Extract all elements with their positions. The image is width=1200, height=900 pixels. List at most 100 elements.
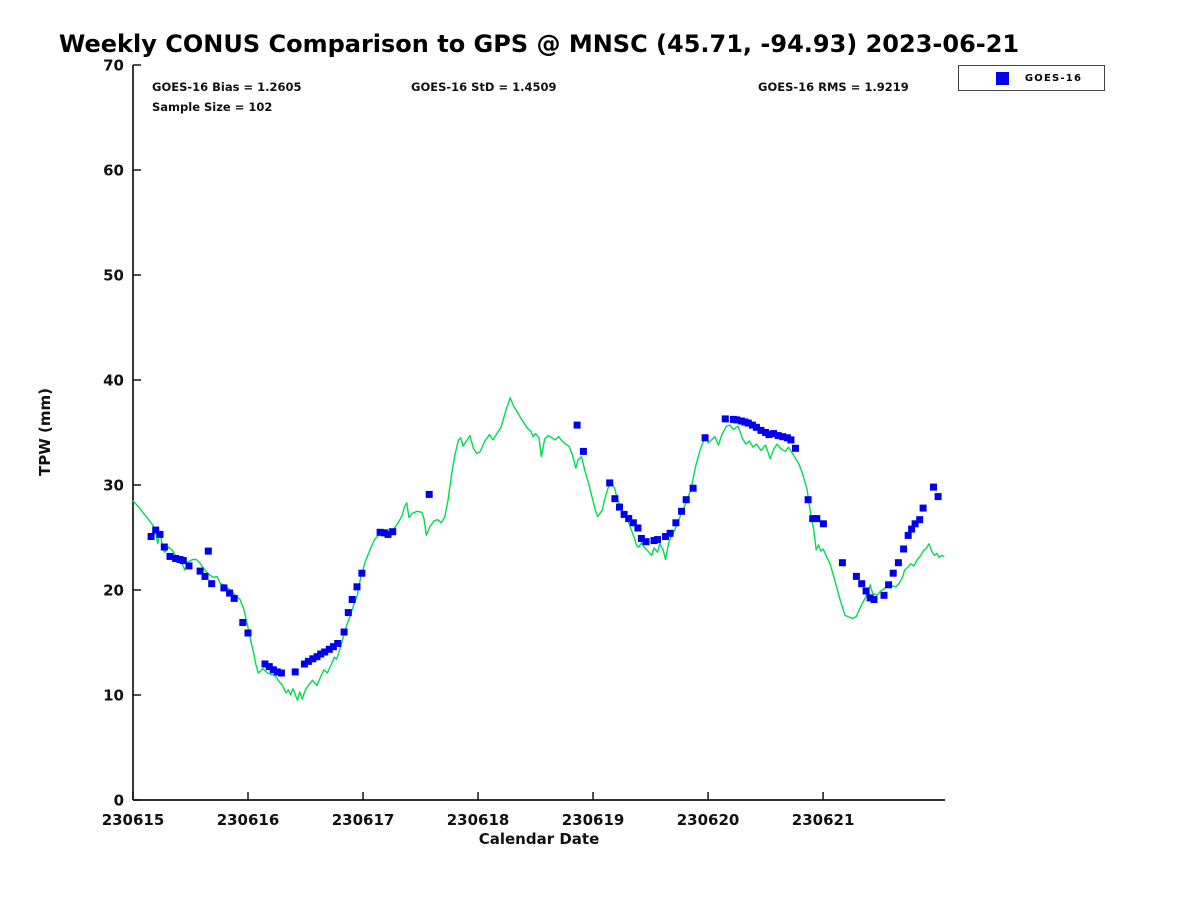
goes16-marker bbox=[196, 567, 204, 575]
x-tick-label: 230615 bbox=[102, 811, 165, 829]
legend-box: GOES-16 bbox=[958, 65, 1105, 91]
goes16-marker bbox=[321, 648, 329, 656]
goes16-marker bbox=[334, 640, 342, 647]
goes16-marker bbox=[629, 519, 637, 527]
goes16-marker bbox=[672, 519, 680, 527]
goes16-marker bbox=[757, 426, 765, 434]
goes16-marker bbox=[325, 645, 333, 653]
goes16-marker bbox=[748, 421, 756, 429]
gps-line-series bbox=[132, 397, 945, 701]
goes16-marker bbox=[226, 589, 234, 597]
goes16-marker bbox=[425, 490, 433, 498]
goes16-marker bbox=[916, 516, 924, 524]
goes16-marker bbox=[230, 594, 238, 602]
goes16-marker bbox=[313, 653, 321, 661]
goes16-marker bbox=[309, 655, 317, 663]
stat-sample-size: Sample Size = 102 bbox=[152, 100, 273, 114]
x-tick-label: 230619 bbox=[562, 811, 625, 829]
goes16-marker bbox=[147, 533, 155, 540]
goes16-marker bbox=[752, 423, 760, 431]
goes16-marker bbox=[358, 569, 366, 577]
stat-bias: GOES-16 Bias = 1.2605 bbox=[152, 80, 302, 94]
x-tick-label: 230620 bbox=[677, 811, 740, 829]
goes16-marker bbox=[269, 666, 277, 674]
goes16-marker bbox=[634, 524, 642, 532]
chart-title: Weekly CONUS Comparison to GPS @ MNSC (4… bbox=[58, 30, 1020, 58]
goes16-marker bbox=[813, 515, 821, 523]
goes16-marker bbox=[819, 520, 827, 528]
x-tick-label: 230616 bbox=[217, 811, 280, 829]
goes16-marker bbox=[573, 421, 581, 429]
goes16-marker bbox=[329, 643, 337, 651]
x-tick-label: 230621 bbox=[792, 811, 855, 829]
y-tick-label: 50 bbox=[103, 267, 124, 285]
goes16-marker bbox=[616, 503, 623, 511]
goes16-marker bbox=[348, 596, 356, 603]
goes16-marker bbox=[156, 530, 164, 538]
goes16-marker bbox=[291, 668, 299, 676]
goes16-marker bbox=[880, 591, 888, 599]
goes16-marker bbox=[787, 436, 795, 444]
goes16-marker bbox=[208, 580, 216, 588]
goes16-marker bbox=[160, 543, 168, 551]
goes16-marker bbox=[894, 559, 902, 567]
legend-goes16-label: GOES-16 bbox=[1024, 72, 1083, 84]
goes16-marker bbox=[862, 587, 870, 595]
goes16-marker bbox=[239, 619, 247, 626]
goes16-marker bbox=[885, 581, 893, 589]
goes16-marker bbox=[838, 559, 846, 567]
goes16-marker bbox=[611, 495, 619, 503]
goes16-marker bbox=[244, 629, 252, 637]
goes16-marker bbox=[666, 529, 674, 537]
goes16-marker bbox=[733, 416, 741, 424]
y-tick-label: 60 bbox=[103, 162, 124, 180]
goes16-marker bbox=[637, 535, 645, 542]
goes16-marker bbox=[701, 434, 709, 442]
goes16-marker bbox=[744, 419, 752, 427]
goes16-marker bbox=[261, 660, 269, 668]
x-tick-label: 230617 bbox=[332, 811, 395, 829]
goes16-marker bbox=[678, 507, 686, 515]
goes16-marker bbox=[204, 547, 212, 555]
goes16-marker bbox=[852, 572, 860, 580]
x-axis-label: Calendar Date bbox=[478, 830, 600, 848]
goes16-marker bbox=[300, 660, 308, 668]
goes16-marker bbox=[166, 552, 174, 560]
goes16-marker bbox=[152, 526, 160, 534]
goes16-marker bbox=[721, 415, 729, 423]
goes16-marker bbox=[809, 515, 817, 523]
goes16-marker bbox=[625, 515, 633, 523]
goes16-marker bbox=[934, 493, 942, 501]
goes16-marker bbox=[606, 479, 614, 487]
goes16-marker bbox=[317, 650, 325, 658]
goes16-marker bbox=[889, 569, 897, 577]
goes16-marker bbox=[642, 538, 650, 546]
stat-rms: GOES-16 RMS = 1.9219 bbox=[758, 80, 909, 94]
goes16-marker bbox=[304, 657, 312, 665]
y-tick-label: 10 bbox=[103, 687, 124, 705]
goes16-marker bbox=[185, 562, 193, 570]
goes16-marker bbox=[273, 668, 281, 676]
goes16-marker bbox=[866, 594, 874, 602]
goes16-marker bbox=[353, 583, 361, 591]
goes16-marker bbox=[620, 510, 628, 518]
goes16-marker bbox=[201, 572, 209, 580]
goes16-marker bbox=[265, 663, 273, 671]
goes16-marker bbox=[904, 531, 912, 539]
goes16-marker bbox=[179, 557, 187, 565]
stat-std: GOES-16 StD = 1.4509 bbox=[411, 80, 557, 94]
y-tick-label: 70 bbox=[103, 57, 124, 75]
y-tick-label: 20 bbox=[103, 582, 124, 600]
goes16-marker bbox=[930, 483, 937, 491]
goes16-marker bbox=[277, 669, 285, 677]
goes16-marker bbox=[779, 433, 787, 441]
goes16-marker bbox=[376, 528, 384, 536]
goes16-marker bbox=[765, 431, 773, 439]
goes16-marker bbox=[654, 536, 661, 544]
goes16-marker bbox=[340, 628, 348, 636]
goes16-marker bbox=[908, 525, 916, 533]
goes16-marker bbox=[220, 584, 228, 592]
goes16-marker bbox=[911, 520, 919, 528]
